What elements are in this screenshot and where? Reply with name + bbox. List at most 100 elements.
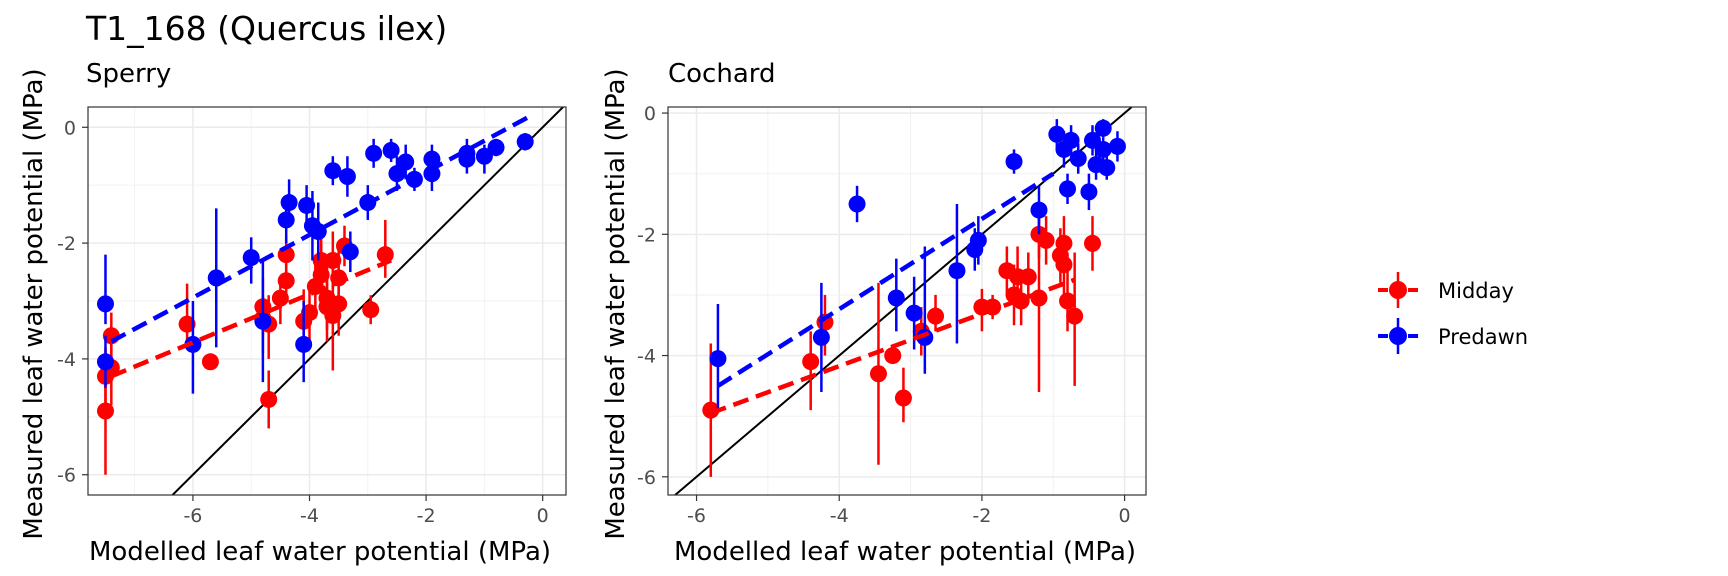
data-point xyxy=(1012,292,1030,310)
data-point xyxy=(1094,119,1112,137)
data-point xyxy=(1019,268,1037,286)
gridlines xyxy=(668,107,1146,495)
data-point xyxy=(201,353,219,371)
legend: Midday Predawn xyxy=(1378,272,1528,354)
data-point xyxy=(324,251,342,269)
data-point xyxy=(848,195,866,213)
data-point xyxy=(280,194,298,212)
data-point xyxy=(1048,125,1066,143)
data-point xyxy=(516,133,534,151)
legend-key-point xyxy=(1389,327,1407,345)
data-point xyxy=(948,262,966,280)
data-point xyxy=(487,139,505,157)
data-point xyxy=(242,249,260,267)
data-point xyxy=(1055,234,1073,252)
data-point xyxy=(423,150,441,168)
x-axis-title: Modelled leaf water potential (MPa) xyxy=(674,537,1136,567)
x-tick-label: 0 xyxy=(1119,505,1131,527)
data-point xyxy=(887,289,905,307)
axis-ticks: -6 -4 -2 0 -6 -4 -2 0 xyxy=(57,117,549,527)
y-tick-label: -6 xyxy=(57,465,76,487)
data-point xyxy=(1108,137,1126,155)
data-point xyxy=(96,353,114,371)
plot-marks xyxy=(674,107,1133,495)
data-point xyxy=(1080,183,1098,201)
data-point xyxy=(894,389,912,407)
data-point xyxy=(301,304,319,322)
data-point xyxy=(397,153,415,171)
legend-label-midday: Midday xyxy=(1438,279,1514,303)
data-point xyxy=(298,196,316,214)
data-point xyxy=(362,301,380,319)
legend-item-midday: Midday xyxy=(1378,272,1514,308)
y-axis-title: Measured leaf water potential (MPa) xyxy=(601,68,631,539)
trend-line-predawn xyxy=(716,171,1055,388)
data-point xyxy=(277,272,295,290)
y-axis-title: Measured leaf water potential (MPa) xyxy=(19,68,49,539)
data-point xyxy=(927,307,945,325)
x-tick-label: -2 xyxy=(417,505,436,527)
y-tick-label: 0 xyxy=(64,117,76,139)
data-point xyxy=(341,243,359,261)
y-tick-label: -4 xyxy=(637,346,656,368)
data-point xyxy=(1069,150,1087,168)
data-point xyxy=(1062,131,1080,149)
x-tick-label: -4 xyxy=(300,505,319,527)
data-point xyxy=(277,211,295,229)
y-tick-label: -2 xyxy=(637,224,656,246)
data-point xyxy=(388,165,406,183)
data-point xyxy=(884,347,902,365)
data-point xyxy=(1083,234,1101,252)
data-point xyxy=(295,335,313,353)
data-point xyxy=(1030,201,1048,219)
plot-area: -6 -4 -2 0 -6 -4 -2 0 xyxy=(637,103,1147,527)
data-point xyxy=(324,162,342,180)
data-point xyxy=(338,167,356,185)
data-point xyxy=(1098,159,1116,177)
data-point xyxy=(260,390,278,408)
data-point xyxy=(1094,140,1112,158)
gridlines xyxy=(88,107,566,495)
data-point xyxy=(382,141,400,159)
data-point xyxy=(178,315,196,333)
legend-item-predawn: Predawn xyxy=(1378,318,1528,354)
plot-border xyxy=(667,106,1147,496)
data-point xyxy=(365,144,383,162)
x-tick-label: -4 xyxy=(830,505,849,527)
data-point xyxy=(1059,180,1077,198)
plot-area: -6 -4 -2 0 -6 -4 -2 0 xyxy=(57,106,567,527)
figure-title: T1_168 (Quercus ilex) xyxy=(85,9,447,48)
data-point xyxy=(1055,256,1073,274)
y-tick-label: -4 xyxy=(57,349,76,371)
x-tick-label: -2 xyxy=(972,505,991,527)
legend-key-point xyxy=(1389,281,1407,299)
trend-line-midday xyxy=(710,277,1076,416)
axis-ticks: -6 -4 -2 0 -6 -4 -2 0 xyxy=(637,103,1131,527)
data-point xyxy=(330,295,348,313)
panel-subtitle: Cochard xyxy=(668,59,776,89)
data-point xyxy=(702,401,720,419)
data-point xyxy=(869,365,887,383)
data-point xyxy=(905,304,923,322)
data-point xyxy=(475,147,493,165)
trend-line-midday xyxy=(110,258,392,379)
panel-cochard: Cochard -6 -4 -2 0 -6 -4 -2 0 Modelled leaf wat… xyxy=(601,59,1147,567)
series-midday xyxy=(96,219,394,475)
data-point xyxy=(709,350,727,368)
series-predawn xyxy=(96,133,534,394)
x-tick-label: -6 xyxy=(183,505,202,527)
data-point xyxy=(1066,307,1084,325)
data-point xyxy=(1005,153,1023,171)
y-tick-label: -2 xyxy=(57,233,76,255)
data-point xyxy=(802,353,820,371)
plot-border xyxy=(87,106,567,496)
data-point xyxy=(312,266,330,284)
data-point xyxy=(96,402,114,420)
identity-line xyxy=(171,107,564,495)
data-point xyxy=(969,231,987,249)
data-point xyxy=(916,328,934,346)
data-point xyxy=(271,289,289,307)
x-tick-label: 0 xyxy=(537,505,549,527)
data-point xyxy=(96,295,114,313)
